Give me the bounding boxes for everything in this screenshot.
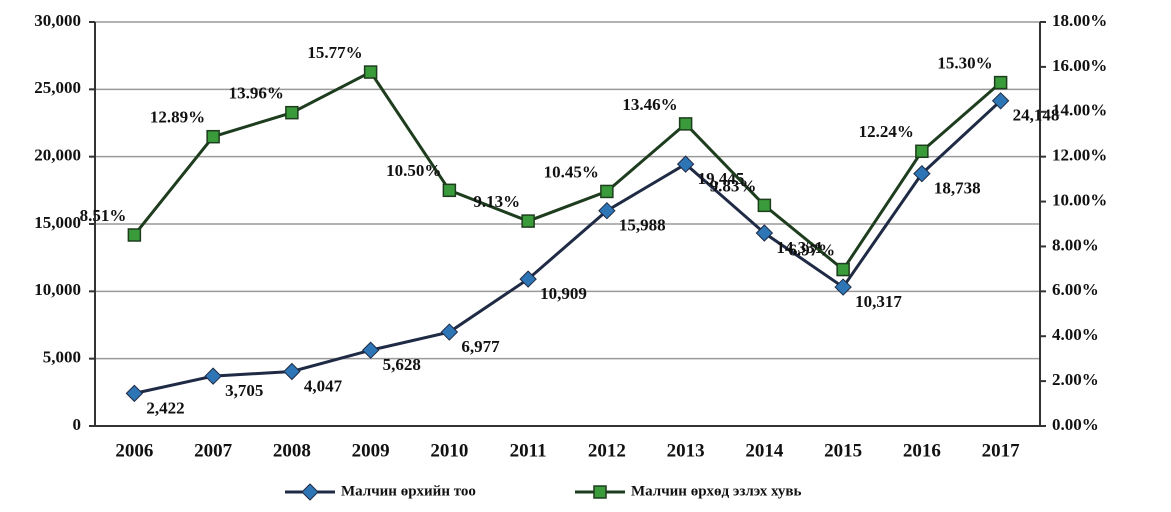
y2-tick-label: 8.00% (1052, 235, 1099, 254)
legend-label: Малчин өрхөд эзлэх хувь (631, 483, 801, 499)
series-line (133, 70, 1002, 272)
y-tick-label: 0 (73, 415, 82, 434)
marker (361, 341, 380, 359)
y2-tick-label: 12.00% (1052, 146, 1107, 165)
marker (363, 65, 378, 79)
marker (993, 75, 1008, 90)
data-label: 15.77% (307, 43, 362, 62)
marker (204, 367, 222, 385)
y2-tick-label: 4.00% (1052, 325, 1099, 344)
marker (521, 214, 535, 228)
x-tick-label: 2015 (824, 440, 862, 461)
x-tick-label: 2016 (903, 440, 941, 461)
data-label: 15,988 (619, 216, 666, 235)
marker (283, 362, 301, 381)
marker (991, 92, 1010, 110)
marker (285, 105, 299, 120)
data-label: 10,317 (855, 292, 902, 311)
data-label: 18,738 (934, 179, 981, 198)
x-tick-label: 2007 (194, 440, 233, 461)
data-label: 4,047 (304, 376, 343, 395)
y2-tick-label: 0.00% (1052, 415, 1099, 434)
marker (676, 155, 695, 173)
x-tick-label: 2014 (745, 440, 784, 461)
y-tick-label: 10,000 (34, 280, 81, 299)
data-label: 13.46% (622, 95, 677, 114)
data-label: 2,422 (146, 398, 184, 417)
x-tick-label: 2012 (588, 440, 626, 461)
marker (125, 384, 144, 403)
data-label: 15.30% (937, 54, 992, 73)
data-label: 12.24% (859, 122, 914, 141)
marker (678, 117, 693, 131)
marker (519, 270, 537, 288)
y-tick-label: 30,000 (34, 11, 81, 30)
data-label: 9.13% (473, 192, 520, 211)
data-label: 12.89% (150, 108, 205, 127)
y-tick-label: 15,000 (34, 213, 81, 232)
marker (127, 228, 142, 242)
marker (440, 323, 459, 341)
y-tick-label: 25,000 (34, 78, 81, 97)
marker (915, 144, 929, 159)
x-tick-label: 2008 (273, 440, 311, 461)
series-line (134, 99, 1002, 395)
data-label: 5,628 (383, 355, 421, 374)
x-tick-label: 2017 (982, 440, 1021, 461)
data-label: 24,148 (1013, 106, 1060, 125)
marker (301, 483, 319, 501)
data-label: 6,977 (461, 337, 500, 356)
data-label: 8.51% (80, 206, 127, 225)
marker (755, 224, 774, 242)
marker (836, 262, 850, 277)
y2-tick-label: 18.00% (1052, 11, 1107, 30)
marker (593, 485, 607, 499)
data-label: 9.83% (710, 176, 757, 195)
marker (757, 198, 772, 213)
y-tick-label: 5,000 (43, 348, 81, 367)
data-label: 13.96% (229, 84, 284, 103)
marker (600, 184, 614, 199)
x-tick-label: 2011 (510, 440, 547, 461)
marker (206, 129, 220, 144)
data-label: 10,909 (540, 284, 587, 303)
data-label: 3,705 (225, 381, 263, 400)
x-tick-label: 2010 (430, 440, 468, 461)
y2-tick-label: 16.00% (1052, 56, 1107, 75)
marker (442, 183, 457, 198)
x-tick-label: 2013 (667, 440, 705, 461)
marker (834, 278, 852, 296)
y-tick-label: 20,000 (34, 146, 81, 165)
legend-label: Малчин өрхийн тоо (341, 483, 476, 499)
y2-tick-label: 10.00% (1052, 190, 1107, 209)
marker (598, 201, 616, 220)
x-tick-label: 2006 (115, 440, 153, 461)
y2-tick-label: 14.00% (1052, 101, 1107, 120)
x-tick-label: 2009 (352, 440, 390, 461)
y2-tick-label: 2.00% (1052, 370, 1099, 389)
data-label: 10.50% (386, 161, 441, 180)
data-label: 6.97% (788, 240, 835, 259)
data-label: 10.45% (544, 162, 599, 181)
marker (913, 164, 931, 183)
y2-tick-label: 6.00% (1052, 280, 1099, 299)
